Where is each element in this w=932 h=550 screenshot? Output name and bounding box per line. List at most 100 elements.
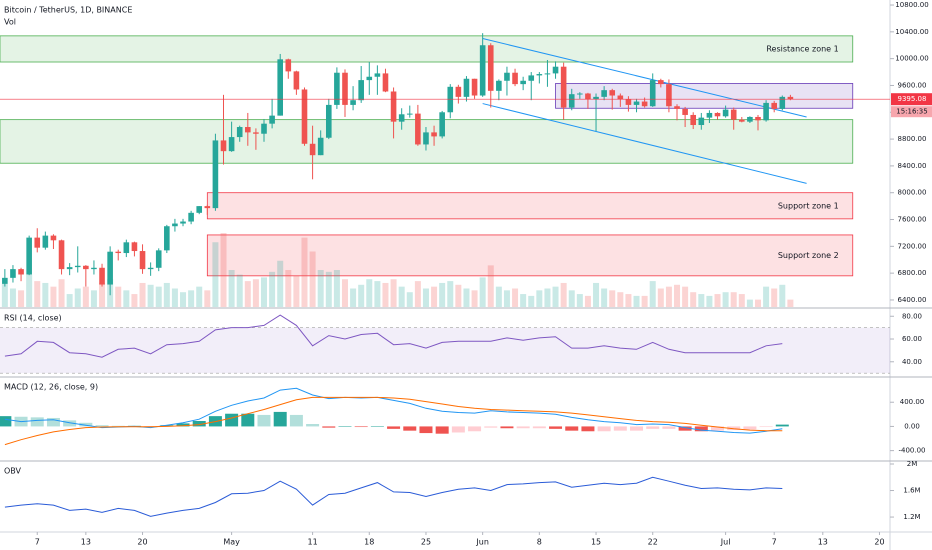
volume-bar bbox=[690, 292, 697, 307]
candle-body bbox=[487, 45, 494, 91]
macd-histogram-bar bbox=[63, 420, 77, 427]
macd-histogram-bar bbox=[743, 426, 757, 430]
candle-body bbox=[463, 78, 470, 97]
y-tick-label: 400.00 bbox=[900, 398, 925, 406]
volume-bar bbox=[471, 290, 478, 307]
candle-body bbox=[520, 80, 526, 85]
macd-histogram-bar bbox=[759, 426, 773, 428]
candle-body bbox=[593, 96, 599, 100]
volume-bar bbox=[374, 281, 381, 307]
candle-body bbox=[666, 84, 672, 107]
candle-body bbox=[212, 140, 219, 209]
volume-bar bbox=[422, 288, 429, 307]
volume-bar bbox=[358, 284, 365, 307]
macd-histogram-bar bbox=[192, 420, 206, 427]
volume-bar bbox=[568, 290, 575, 307]
candle-body bbox=[552, 66, 559, 74]
candle-body bbox=[447, 86, 454, 113]
macd-histogram-bar bbox=[46, 417, 60, 427]
candle-body bbox=[674, 106, 680, 109]
macd-histogram-bar bbox=[775, 424, 789, 427]
volume-bar bbox=[163, 282, 170, 307]
macd-histogram-bar bbox=[370, 426, 384, 427]
zone-label: Resistance zone 1 bbox=[766, 44, 838, 53]
y-tick-label: 9600.00 bbox=[898, 81, 927, 89]
x-tick-label: 13 bbox=[81, 538, 91, 547]
pane-title: Vol bbox=[4, 18, 16, 27]
candle-body bbox=[99, 267, 105, 285]
volume-bar bbox=[730, 292, 737, 307]
candle-body bbox=[253, 132, 259, 134]
volume-bar bbox=[763, 286, 770, 307]
macd-histogram-bar bbox=[516, 426, 530, 429]
x-tick-label: 22 bbox=[648, 538, 658, 547]
volume-bar bbox=[325, 271, 332, 307]
macd-histogram-bar bbox=[662, 426, 676, 429]
candle-body bbox=[617, 95, 624, 100]
volume-bar bbox=[74, 288, 81, 307]
volume-bar bbox=[341, 279, 348, 307]
candle-body bbox=[342, 72, 348, 105]
candle-body bbox=[34, 237, 41, 248]
volume-bar bbox=[269, 271, 276, 307]
zone bbox=[206, 234, 854, 277]
volume-bar bbox=[50, 286, 57, 307]
candle-body bbox=[763, 102, 769, 121]
macd-histogram-bar bbox=[451, 426, 465, 433]
macd-histogram-bar bbox=[95, 425, 109, 427]
volume-bar bbox=[147, 284, 154, 307]
volume-bar bbox=[26, 274, 33, 307]
macd-histogram-bar bbox=[79, 422, 93, 427]
candle-body bbox=[682, 108, 688, 115]
zone bbox=[0, 35, 854, 63]
macd-histogram-bar bbox=[727, 426, 741, 431]
candle-body bbox=[601, 90, 607, 97]
candle-body bbox=[204, 206, 211, 209]
candle-body bbox=[26, 237, 32, 275]
macd-histogram-bar bbox=[549, 426, 563, 429]
candle-body bbox=[625, 99, 632, 105]
candle-body bbox=[220, 140, 227, 152]
candle-body bbox=[277, 59, 284, 116]
macd-histogram-bar bbox=[678, 426, 692, 431]
macd-histogram-bar bbox=[435, 426, 449, 434]
candle-body bbox=[560, 66, 567, 108]
candle-body bbox=[544, 73, 551, 75]
candle-body bbox=[382, 73, 389, 92]
volume-bar bbox=[155, 286, 162, 307]
y-tick-label: 10800.00 bbox=[895, 1, 928, 9]
signal-line bbox=[4, 396, 783, 446]
macd-histogram-bar bbox=[387, 426, 401, 429]
candle-body bbox=[155, 250, 162, 268]
candle-body bbox=[58, 240, 65, 270]
volume-bar bbox=[746, 299, 753, 307]
candle-body bbox=[423, 132, 429, 145]
y-tick-label: 1.6M bbox=[903, 487, 920, 495]
volume-bar bbox=[18, 290, 25, 307]
pane-title: MACD (12, 26, close, 9) bbox=[4, 383, 98, 392]
macd-histogram-bar bbox=[694, 426, 708, 432]
x-tick-label: 13 bbox=[818, 538, 828, 547]
volume-bar bbox=[293, 275, 300, 307]
macd-histogram-bar bbox=[484, 426, 498, 428]
candle-body bbox=[334, 72, 340, 105]
volume-bar bbox=[285, 270, 292, 307]
candle-body bbox=[730, 109, 737, 120]
candle-body bbox=[415, 113, 421, 145]
y-tick-label: 7200.00 bbox=[898, 242, 927, 250]
volume-bar bbox=[431, 286, 438, 307]
volume-bar bbox=[107, 279, 114, 307]
volume-bar bbox=[787, 299, 794, 307]
macd-histogram-bar bbox=[241, 413, 255, 427]
last-price-label: 9395.08 bbox=[898, 95, 927, 103]
indicator-line bbox=[4, 476, 783, 517]
x-tick-label: 8 bbox=[537, 538, 542, 547]
volume-bar bbox=[536, 290, 543, 307]
candle-body bbox=[285, 59, 292, 72]
x-tick-label: May bbox=[223, 538, 240, 547]
macd-histogram-bar bbox=[30, 417, 44, 427]
y-tick-label: 10000.00 bbox=[895, 55, 928, 63]
macd-histogram-bar bbox=[711, 426, 725, 431]
x-tick-label: 25 bbox=[421, 538, 431, 547]
volume-bar bbox=[333, 270, 340, 307]
